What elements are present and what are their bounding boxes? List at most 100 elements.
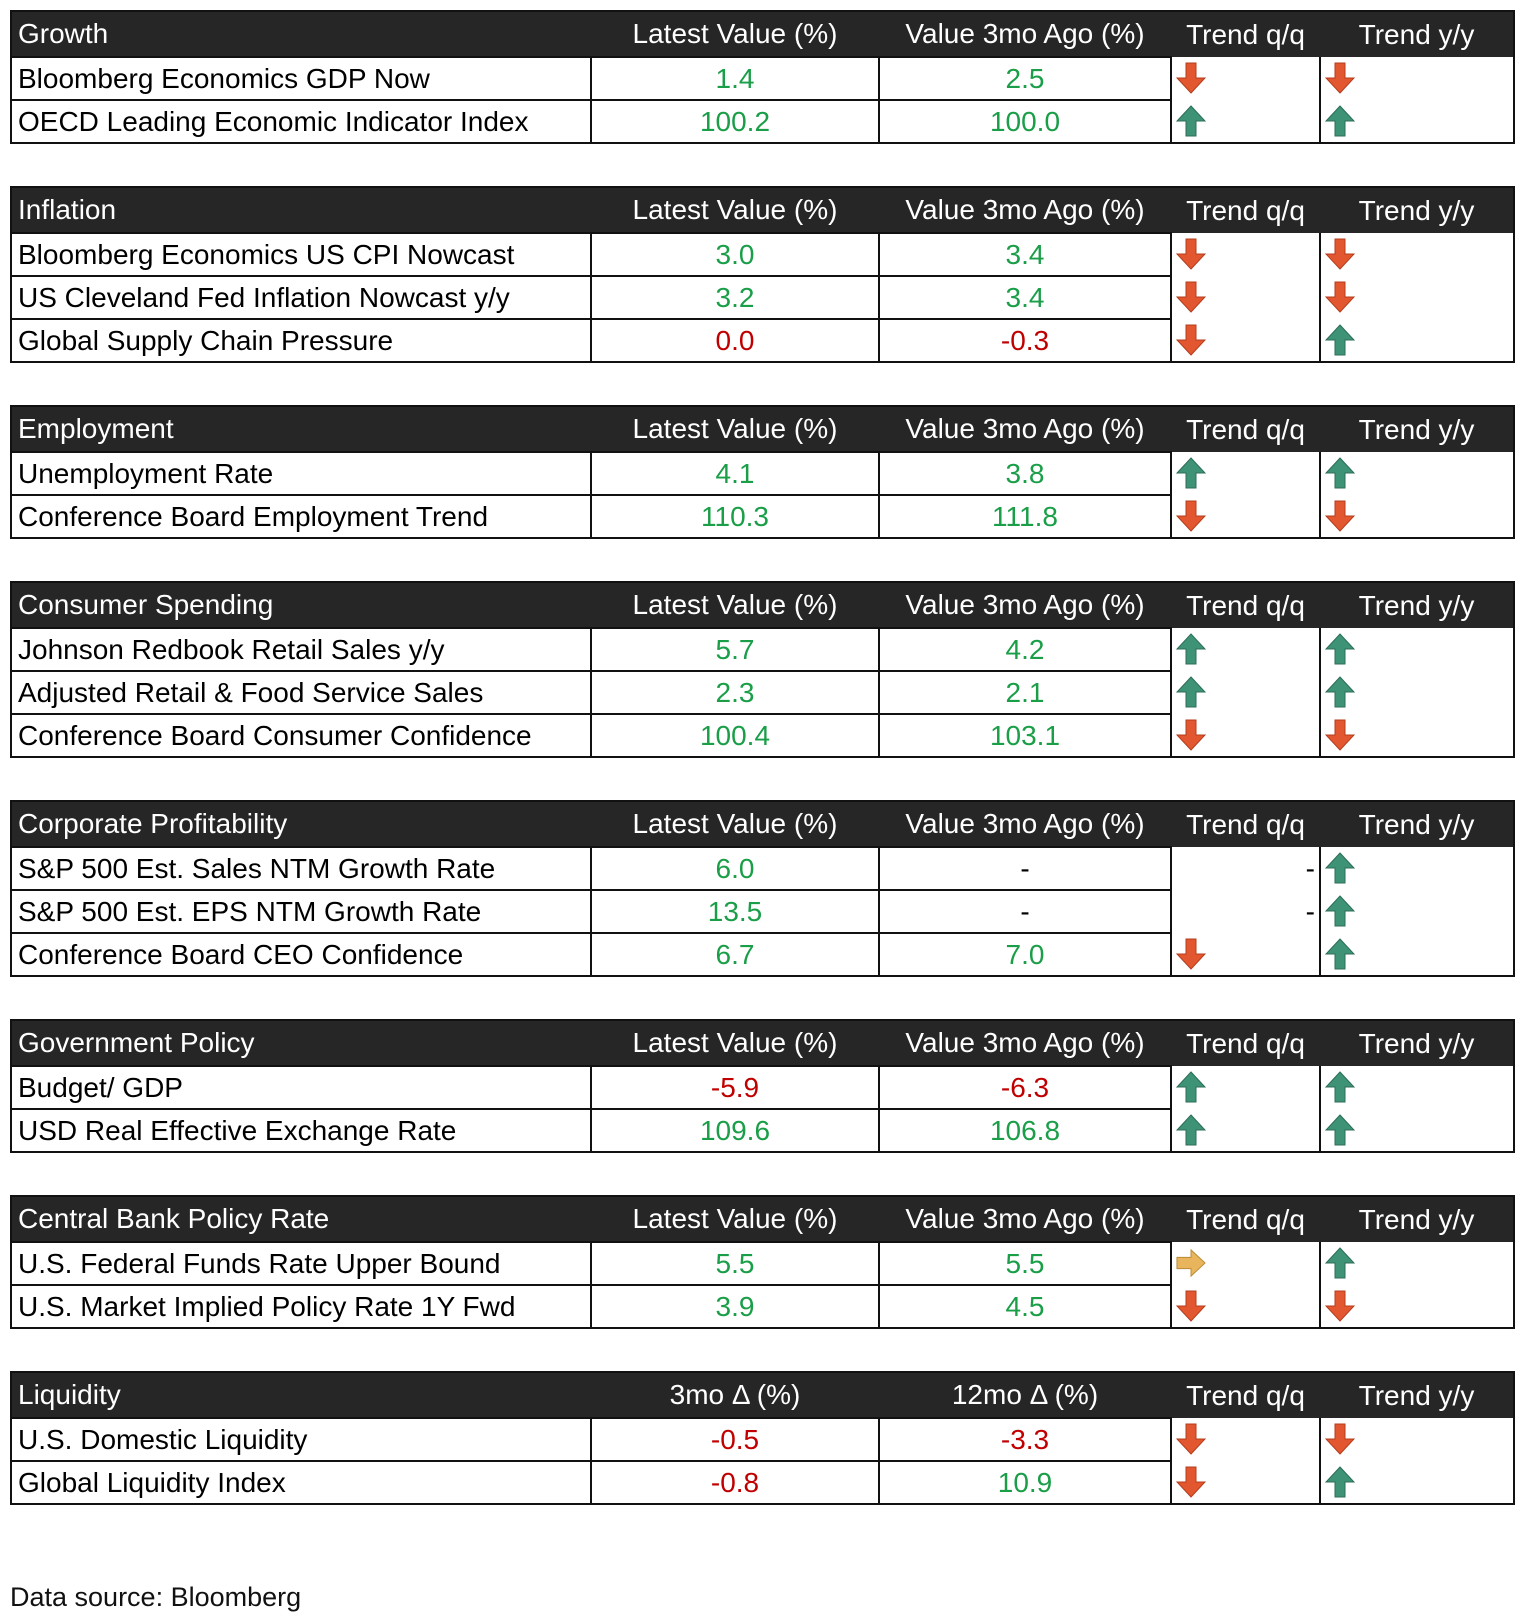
indicator-name: Budget/ GDP bbox=[10, 1065, 592, 1110]
trend-yy-cell bbox=[1319, 1109, 1515, 1153]
table-row: Unemployment Rate 4.1 3.8 bbox=[10, 451, 1515, 496]
table-row: USD Real Effective Exchange Rate 109.6 106… bbox=[10, 1108, 1515, 1153]
table-row: U.S. Federal Funds Rate Upper Bound 5.5 5.… bbox=[10, 1241, 1515, 1286]
table-growth: Growth Latest Value (%) Value 3mo Ago (%) T… bbox=[10, 10, 1515, 144]
prior-value: 3.8 bbox=[878, 451, 1172, 496]
column-header-latest: Latest Value (%) bbox=[591, 187, 879, 233]
column-header-latest: Latest Value (%) bbox=[591, 582, 879, 628]
section-title: Employment bbox=[11, 406, 591, 452]
column-header-prior: 12mo Δ (%) bbox=[879, 1372, 1171, 1418]
latest-value: 3.0 bbox=[590, 232, 880, 277]
table-row: Adjusted Retail & Food Service Sales 2.3 2… bbox=[10, 670, 1515, 715]
trend-yy-cell bbox=[1319, 452, 1515, 495]
latest-value: -0.5 bbox=[590, 1417, 880, 1462]
trend-qq-cell bbox=[1170, 1066, 1321, 1109]
column-header-trend-yy: Trend y/y bbox=[1320, 11, 1514, 57]
prior-value: -6.3 bbox=[878, 1065, 1172, 1110]
column-header-latest: Latest Value (%) bbox=[591, 11, 879, 57]
latest-value: 100.4 bbox=[590, 713, 880, 758]
prior-value: 106.8 bbox=[878, 1108, 1172, 1153]
column-header-latest: 3mo Δ (%) bbox=[591, 1372, 879, 1418]
trend-qq-cell bbox=[1170, 100, 1321, 144]
trend-yy-cell bbox=[1319, 57, 1515, 100]
section-title: Inflation bbox=[11, 187, 591, 233]
indicator-name: Bloomberg Economics GDP Now bbox=[10, 56, 592, 101]
data-source-note: Data source: Bloomberg bbox=[10, 1582, 302, 1612]
indicator-name: OECD Leading Economic Indicator Index bbox=[10, 99, 592, 144]
trend-yy-cell bbox=[1319, 319, 1515, 363]
trend-yy-cell bbox=[1319, 1242, 1515, 1285]
latest-value: 5.7 bbox=[590, 627, 880, 672]
latest-value: 3.9 bbox=[590, 1284, 880, 1329]
column-header-trend-yy: Trend y/y bbox=[1320, 801, 1514, 847]
column-header-prior: Value 3mo Ago (%) bbox=[879, 187, 1171, 233]
column-header-latest: Latest Value (%) bbox=[591, 1196, 879, 1242]
prior-value: 4.2 bbox=[878, 627, 1172, 672]
trend-yy-cell bbox=[1319, 628, 1515, 671]
trend-qq-cell bbox=[1170, 1461, 1321, 1505]
indicator-name: S&P 500 Est. Sales NTM Growth Rate bbox=[10, 846, 592, 891]
latest-value: 6.7 bbox=[590, 932, 880, 977]
column-header-trend-qq: Trend q/q bbox=[1171, 1196, 1320, 1242]
table-row: US Cleveland Fed Inflation Nowcast y/y 3.… bbox=[10, 275, 1515, 320]
trend-qq-text: - bbox=[1305, 852, 1315, 884]
table-header-row: Government Policy Latest Value (%) Value 3… bbox=[11, 1020, 1514, 1066]
column-header-prior: Value 3mo Ago (%) bbox=[879, 1020, 1171, 1066]
column-header-trend-qq: Trend q/q bbox=[1171, 801, 1320, 847]
column-header-latest: Latest Value (%) bbox=[591, 801, 879, 847]
indicator-name: USD Real Effective Exchange Rate bbox=[10, 1108, 592, 1153]
table-consumer-spending: Consumer Spending Latest Value (%) Value 3… bbox=[10, 581, 1515, 758]
table-row: Global Liquidity Index -0.8 10.9 bbox=[10, 1460, 1515, 1505]
column-header-prior: Value 3mo Ago (%) bbox=[879, 1196, 1171, 1242]
table-row: Conference Board CEO Confidence 6.7 7.0 bbox=[10, 932, 1515, 977]
prior-value: 2.5 bbox=[878, 56, 1172, 101]
section-title: Central Bank Policy Rate bbox=[11, 1196, 591, 1242]
column-header-trend-yy: Trend y/y bbox=[1320, 1020, 1514, 1066]
column-header-trend-yy: Trend y/y bbox=[1320, 187, 1514, 233]
latest-value: 2.3 bbox=[590, 670, 880, 715]
table-row: Conference Board Employment Trend 110.3 11… bbox=[10, 494, 1515, 539]
latest-value: 13.5 bbox=[590, 889, 880, 934]
trend-qq-cell bbox=[1170, 1285, 1321, 1329]
column-header-trend-yy: Trend y/y bbox=[1320, 1196, 1514, 1242]
table-liquidity: Liquidity 3mo Δ (%) 12mo Δ (%) Trend q/q Tre… bbox=[10, 1371, 1515, 1505]
column-header-trend-yy: Trend y/y bbox=[1320, 582, 1514, 628]
column-header-latest: Latest Value (%) bbox=[591, 1020, 879, 1066]
latest-value: 110.3 bbox=[590, 494, 880, 539]
prior-value: -3.3 bbox=[878, 1417, 1172, 1462]
prior-value: 10.9 bbox=[878, 1460, 1172, 1505]
table-header-row: Consumer Spending Latest Value (%) Value 3… bbox=[11, 582, 1514, 628]
indicator-name: Adjusted Retail & Food Service Sales bbox=[10, 670, 592, 715]
trend-qq-cell bbox=[1170, 933, 1321, 977]
table-row: Conference Board Consumer Confidence 100.… bbox=[10, 713, 1515, 758]
trend-qq-cell bbox=[1170, 1109, 1321, 1153]
column-header-trend-qq: Trend q/q bbox=[1171, 11, 1320, 57]
table-header-row: Central Bank Policy Rate Latest Value (%)… bbox=[11, 1196, 1514, 1242]
column-header-trend-qq: Trend q/q bbox=[1171, 406, 1320, 452]
trend-qq-cell bbox=[1170, 671, 1321, 714]
trend-qq-cell bbox=[1170, 233, 1321, 276]
section-title: Liquidity bbox=[11, 1372, 591, 1418]
trend-yy-cell bbox=[1319, 1066, 1515, 1109]
indicator-name: Bloomberg Economics US CPI Nowcast bbox=[10, 232, 592, 277]
trend-qq-cell bbox=[1170, 714, 1321, 758]
latest-value: 5.5 bbox=[590, 1241, 880, 1286]
table-corporate-profitability: Corporate Profitability Latest Value (%) V… bbox=[10, 800, 1515, 977]
prior-value: 3.4 bbox=[878, 275, 1172, 320]
table-header-row: Corporate Profitability Latest Value (%) V… bbox=[11, 801, 1514, 847]
trend-qq-cell bbox=[1170, 1418, 1321, 1461]
prior-value: 4.5 bbox=[878, 1284, 1172, 1329]
table-header-row: Employment Latest Value (%) Value 3mo Ago … bbox=[11, 406, 1514, 452]
latest-value: 0.0 bbox=[590, 318, 880, 363]
indicator-name: U.S. Domestic Liquidity bbox=[10, 1417, 592, 1462]
prior-value: - bbox=[878, 846, 1172, 891]
dashboard-tables: Growth Latest Value (%) Value 3mo Ago (%) T… bbox=[10, 10, 1515, 1547]
trend-yy-cell bbox=[1319, 671, 1515, 714]
trend-yy-cell bbox=[1319, 933, 1515, 977]
indicator-name: Johnson Redbook Retail Sales y/y bbox=[10, 627, 592, 672]
trend-qq-cell bbox=[1170, 57, 1321, 100]
trend-qq-cell bbox=[1170, 452, 1321, 495]
trend-yy-cell bbox=[1319, 1461, 1515, 1505]
column-header-trend-yy: Trend y/y bbox=[1320, 1372, 1514, 1418]
trend-yy-cell bbox=[1319, 1285, 1515, 1329]
